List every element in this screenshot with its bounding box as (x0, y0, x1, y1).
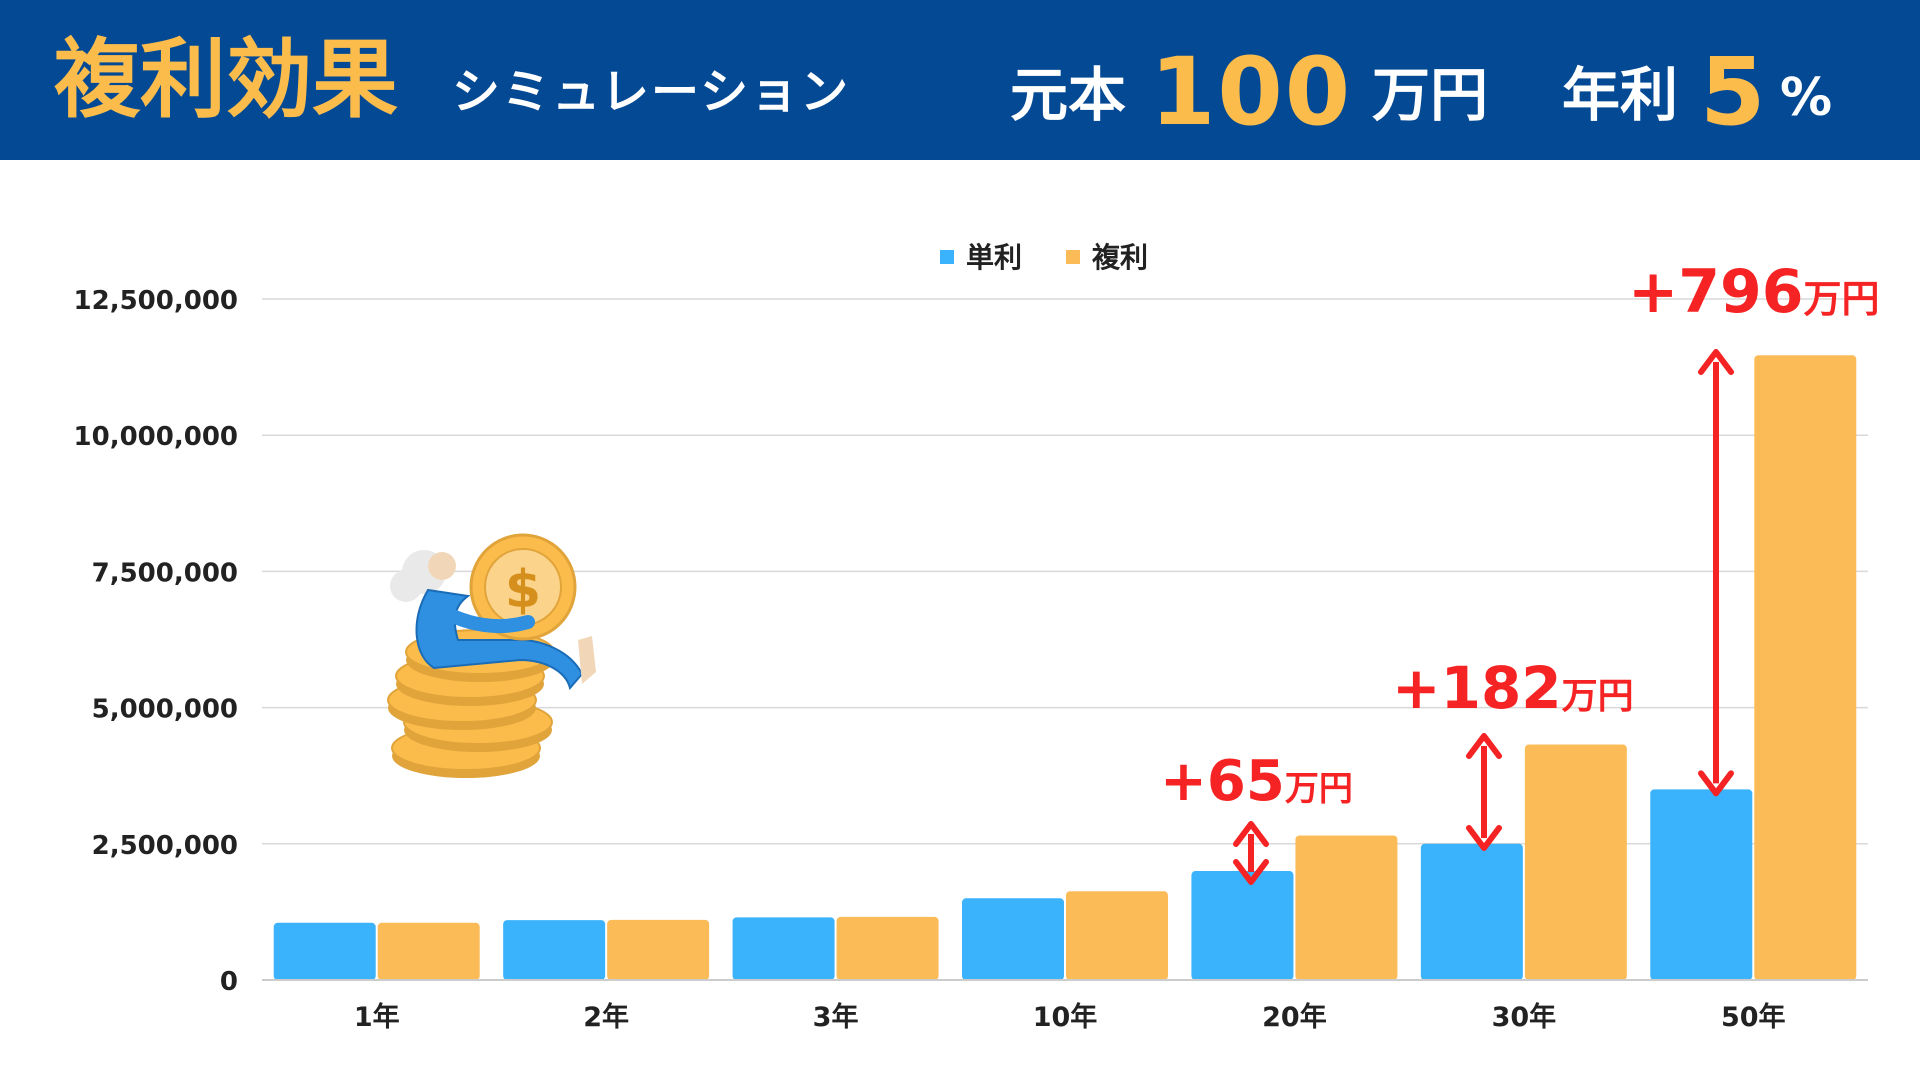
difference-label: +182万円 (1392, 654, 1634, 722)
y-tick-label: 2,500,000 (92, 831, 238, 861)
header-banner: 複利効果 シミュレーション 元本 100 万円 年利 5 % (0, 0, 1920, 160)
title-main: 複利効果 (54, 30, 398, 130)
difference-arrow-head-up (1466, 733, 1502, 759)
hair-icon (390, 570, 422, 602)
foot-icon (578, 636, 596, 684)
x-tick-label: 50年 (1721, 1001, 1786, 1033)
rate-label: 年利 (1562, 61, 1679, 129)
legend-swatch (940, 250, 954, 264)
principal-label: 元本 (1010, 61, 1127, 129)
difference-arrow-head-down (1466, 825, 1502, 851)
y-tick-label: 5,000,000 (92, 695, 238, 725)
difference-unit: 万円 (1804, 277, 1880, 321)
bar-compound (1066, 891, 1168, 980)
head-icon (428, 552, 456, 580)
rate-value: 5 (1700, 38, 1766, 147)
y-tick-label: 7,500,000 (92, 558, 238, 588)
x-tick-label: 30年 (1492, 1001, 1557, 1033)
y-tick-label: 0 (220, 967, 238, 997)
bar-simple (1650, 789, 1753, 980)
difference-amount: +182 (1392, 654, 1562, 722)
difference-unit: 万円 (1562, 676, 1634, 717)
principal-unit: 万円 (1372, 61, 1489, 129)
bar-simple (503, 920, 606, 980)
bar-compound (1524, 744, 1627, 980)
difference-arrow-head-up (1698, 349, 1734, 375)
arm-icon (433, 603, 535, 633)
difference-label: +65万円 (1160, 749, 1353, 814)
legend-label: 単利 (966, 241, 1022, 274)
title-sub: シミュレーション (452, 64, 851, 120)
rate-unit: % (1780, 68, 1833, 128)
difference-arrow-head-down (1233, 859, 1269, 885)
bar-compound (836, 916, 939, 980)
difference-arrow-head-up (1233, 821, 1269, 847)
legend-label: 複利 (1092, 241, 1148, 274)
difference-unit: 万円 (1285, 769, 1353, 809)
bar-simple (732, 917, 835, 980)
bar-compound (607, 919, 710, 980)
x-tick-label: 20年 (1262, 1001, 1327, 1033)
y-tick-label: 12,500,000 (74, 286, 238, 316)
difference-amount: +65 (1160, 749, 1285, 814)
principal-value: 100 (1150, 38, 1353, 147)
bar-simple (1420, 843, 1523, 980)
bar-simple (1191, 871, 1294, 980)
x-tick-label: 2年 (583, 1001, 629, 1033)
dollar-sign-icon: $ (505, 560, 541, 620)
x-tick-label: 1年 (354, 1001, 400, 1033)
bar-compound (1295, 835, 1398, 980)
bar-simple (273, 922, 376, 980)
bar-compound (377, 922, 480, 980)
x-tick-label: 10年 (1033, 1001, 1098, 1033)
body-icon (415, 588, 584, 691)
bar-compound (1754, 355, 1857, 980)
legend-swatch (1066, 250, 1080, 264)
bar-simple (962, 898, 1064, 980)
x-tick-label: 3年 (813, 1001, 859, 1033)
difference-arrow-head-down (1698, 770, 1734, 797)
coin-person-illustration: $ (387, 533, 596, 778)
y-tick-label: 10,000,000 (74, 422, 238, 452)
difference-amount: +796 (1628, 257, 1804, 327)
difference-label: +796万円 (1628, 257, 1880, 327)
